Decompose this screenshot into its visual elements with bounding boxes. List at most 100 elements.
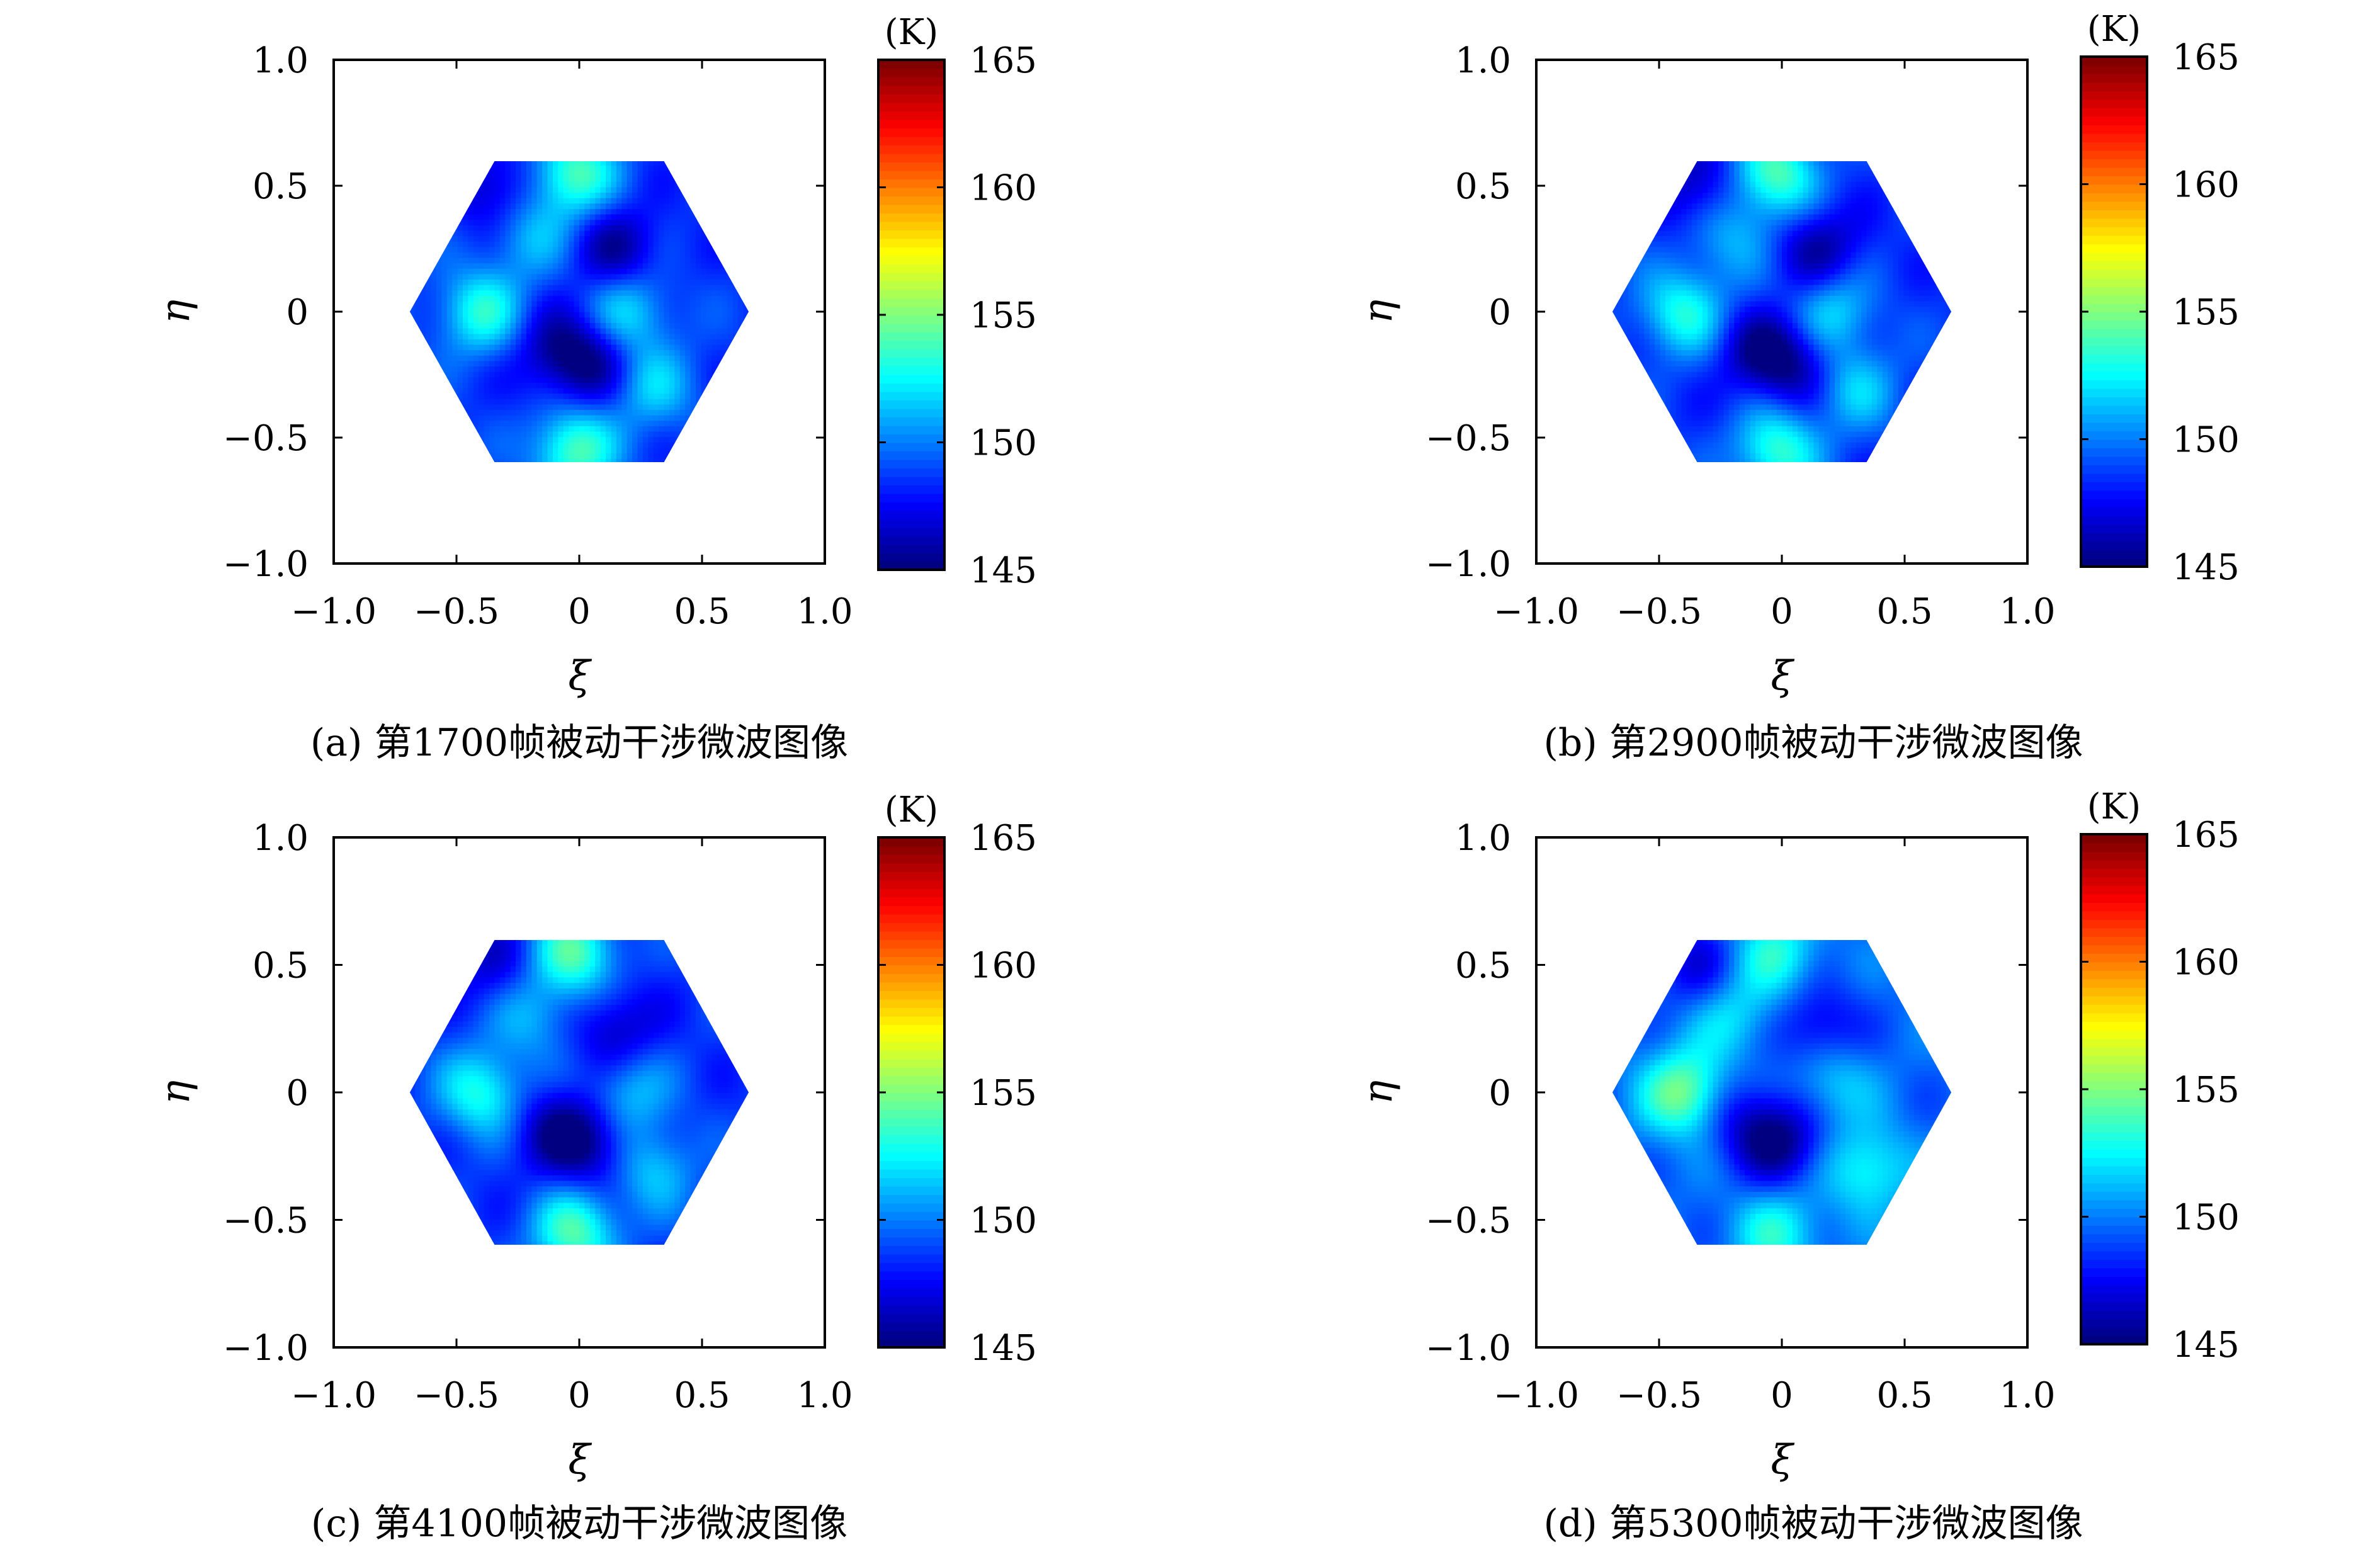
heatmap-cell (738, 306, 744, 312)
heatmap-cell (526, 247, 532, 252)
heatmap-cell (558, 453, 564, 458)
heatmap-cell (669, 306, 675, 312)
heatmap-cell (447, 274, 453, 280)
heatmap-cell (473, 198, 479, 203)
heatmap-cell (494, 382, 500, 388)
heatmap-cell (648, 258, 654, 263)
heatmap-cell (468, 404, 473, 410)
heatmap-cell (542, 219, 548, 225)
heatmap-cell (1655, 306, 1660, 312)
heatmap-cell (685, 235, 691, 241)
heatmap-cell (511, 339, 516, 344)
heatmap-cell (574, 230, 580, 236)
heatmap-cell (654, 274, 659, 280)
heatmap-cell (654, 355, 659, 361)
heatmap-cell (638, 355, 643, 361)
heatmap-cell (627, 241, 633, 247)
heatmap-cell (606, 334, 611, 339)
heatmap-cell (648, 399, 654, 404)
heatmap-cell (595, 361, 601, 366)
heatmap-cell (516, 258, 521, 263)
heatmap-cell (431, 328, 437, 334)
heatmap-cell (458, 312, 463, 317)
heatmap-cell (669, 409, 675, 415)
heatmap-cell (531, 219, 537, 225)
heatmap-cell (638, 301, 643, 307)
heatmap-cell (484, 322, 490, 328)
heatmap-cell (516, 328, 521, 334)
heatmap-cell (468, 241, 473, 247)
heatmap-cell (553, 247, 558, 252)
heatmap-cell (511, 295, 516, 301)
heatmap-cell (500, 241, 506, 247)
heatmap-cell (505, 301, 511, 307)
heatmap-cell (574, 399, 580, 404)
heatmap-cell (584, 431, 590, 437)
heatmap-cell (1634, 317, 1640, 323)
heatmap-cell (643, 382, 649, 388)
heatmap-cell (643, 181, 649, 187)
heatmap-cell (590, 409, 596, 415)
heatmap-cell (569, 442, 574, 448)
heatmap-cell (537, 274, 543, 280)
heatmap-cell (521, 388, 526, 394)
heatmap-cell (627, 306, 633, 312)
heatmap-cell (643, 241, 649, 247)
heatmap-cell (574, 219, 580, 225)
heatmap-cell (516, 404, 521, 410)
heatmap-cell (664, 230, 670, 236)
heatmap-cell (648, 322, 654, 328)
heatmap-cell (638, 171, 643, 176)
heatmap-cell (516, 171, 521, 176)
heatmap-cell (494, 426, 500, 431)
heatmap-cell (468, 366, 473, 371)
heatmap-cell (452, 247, 458, 252)
colorbar-band (878, 511, 944, 520)
heatmap-cell (447, 344, 453, 350)
heatmap-cell (569, 349, 574, 355)
heatmap-cell (601, 306, 606, 312)
heatmap-cell (601, 382, 606, 388)
heatmap-cell (654, 306, 659, 312)
heatmap-cell (516, 388, 521, 394)
heatmap-cell (632, 230, 638, 236)
heatmap-cell (436, 279, 442, 285)
heatmap-cell (717, 290, 723, 296)
heatmap-cell (558, 203, 564, 209)
heatmap-cell (452, 377, 458, 383)
heatmap-cell (479, 388, 484, 394)
heatmap-cell (579, 225, 585, 230)
heatmap-cell (616, 334, 622, 339)
heatmap-cell (1639, 301, 1645, 307)
heatmap-cell (548, 448, 553, 453)
heatmap-cell (701, 366, 706, 371)
heatmap-cell (548, 290, 553, 296)
heatmap-cell (494, 371, 500, 377)
heatmap-cell (627, 274, 633, 280)
heatmap-cell (441, 285, 447, 290)
heatmap-cell (516, 431, 521, 437)
heatmap-cell (627, 426, 633, 431)
heatmap-cell (421, 312, 426, 317)
heatmap-cell (611, 306, 616, 312)
heatmap-cell (638, 235, 643, 241)
heatmap-cell (685, 334, 691, 339)
heatmap-cell (505, 198, 511, 203)
heatmap-cell (1660, 279, 1666, 285)
heatmap-cell (643, 198, 649, 203)
heatmap-cell (648, 442, 654, 448)
heatmap-cell (489, 301, 495, 307)
x-axis-label: ξ (568, 653, 592, 700)
heatmap-cell (458, 301, 463, 307)
heatmap-cell (569, 328, 574, 334)
heatmap-cell (696, 366, 701, 371)
heatmap-cell (521, 442, 526, 448)
heatmap-cell (569, 377, 574, 383)
colorbar-band (878, 213, 944, 222)
heatmap-cell (473, 285, 479, 290)
heatmap-cell (691, 366, 696, 371)
y-tick-label: 0 (286, 292, 309, 333)
heatmap-cell (1660, 382, 1666, 388)
heatmap-cell (558, 279, 564, 285)
heatmap-cell (484, 241, 490, 247)
